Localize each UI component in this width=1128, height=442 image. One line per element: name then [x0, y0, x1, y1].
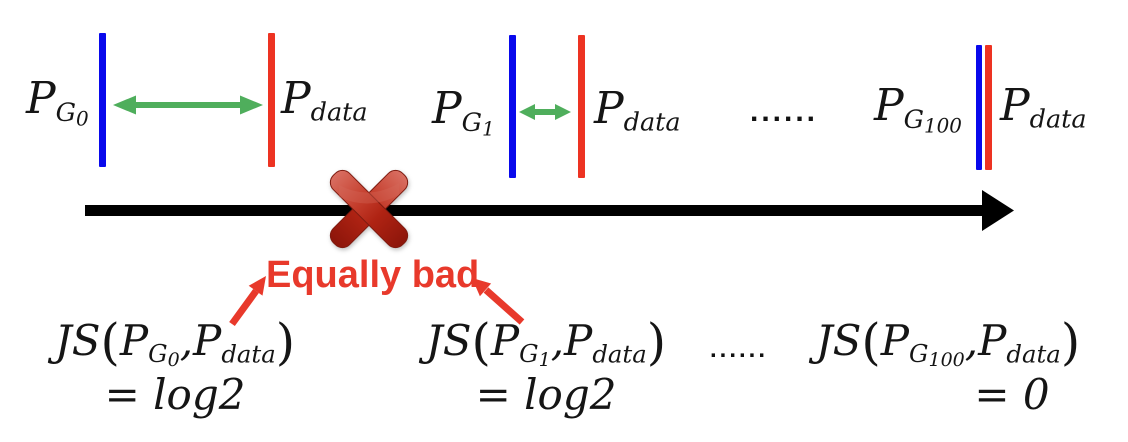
generator-100-label: PG100: [874, 84, 962, 136]
label-sub: G: [55, 97, 76, 128]
js-formula-100: JS(PG100,Pdata) = 0: [798, 316, 1098, 418]
generator-100-distribution-line: [976, 45, 982, 170]
js-formula-1: JS(PG1,Pdata) = log2: [412, 316, 680, 418]
label-base: P: [1000, 80, 1030, 131]
label-base: P: [432, 83, 462, 134]
formula-result: = log2: [104, 370, 246, 420]
formula-expression: JS(PG0,Pdata): [54, 313, 296, 372]
label-subsub: 0: [76, 107, 89, 131]
data-100-distribution-line: [985, 45, 992, 170]
label-base: P: [26, 73, 56, 124]
top-ellipsis: ......: [750, 95, 819, 128]
label-subsub: 100: [924, 114, 962, 138]
data-100-label: Pdata: [1000, 84, 1087, 133]
label-base: P: [874, 80, 904, 131]
generator-1-distribution-line: [509, 35, 516, 178]
generator-0-distribution-line: [99, 33, 106, 167]
data-1-label: Pdata: [594, 87, 681, 136]
annotation-arrow-icon: [472, 278, 525, 325]
formula-expression: JS(PG100,Pdata): [815, 313, 1081, 372]
annotation-arrow-icon: [229, 276, 266, 327]
label-sub: data: [310, 97, 368, 128]
label-subsub: 1: [482, 117, 495, 141]
cross-icon: [329, 169, 409, 249]
label-sub: G: [903, 104, 924, 135]
formula-result: = log2: [475, 370, 617, 420]
equally-bad-label: Equally bad: [266, 254, 480, 296]
label-sub: data: [1029, 104, 1087, 135]
formula-expression: JS(PG1,Pdata): [425, 313, 667, 372]
generator-1-label: PG1: [432, 87, 495, 139]
distance-arrow-icon: [113, 95, 263, 115]
label-base: P: [594, 83, 624, 134]
bottom-ellipsis: ......: [710, 336, 769, 363]
generator-0-label: PG0: [26, 77, 89, 129]
data-1-distribution-line: [578, 35, 585, 178]
axis-arrow: [85, 190, 1014, 231]
js-formula-0: JS(PG0,Pdata) = log2: [40, 316, 310, 418]
data-0-distribution-line: [268, 33, 275, 167]
formula-result: = 0: [974, 370, 1050, 420]
label-sub: G: [461, 107, 482, 138]
data-0-label: Pdata: [281, 77, 368, 126]
label-base: P: [281, 73, 311, 124]
distance-arrow-icon: [519, 104, 571, 120]
label-sub: data: [623, 107, 681, 138]
